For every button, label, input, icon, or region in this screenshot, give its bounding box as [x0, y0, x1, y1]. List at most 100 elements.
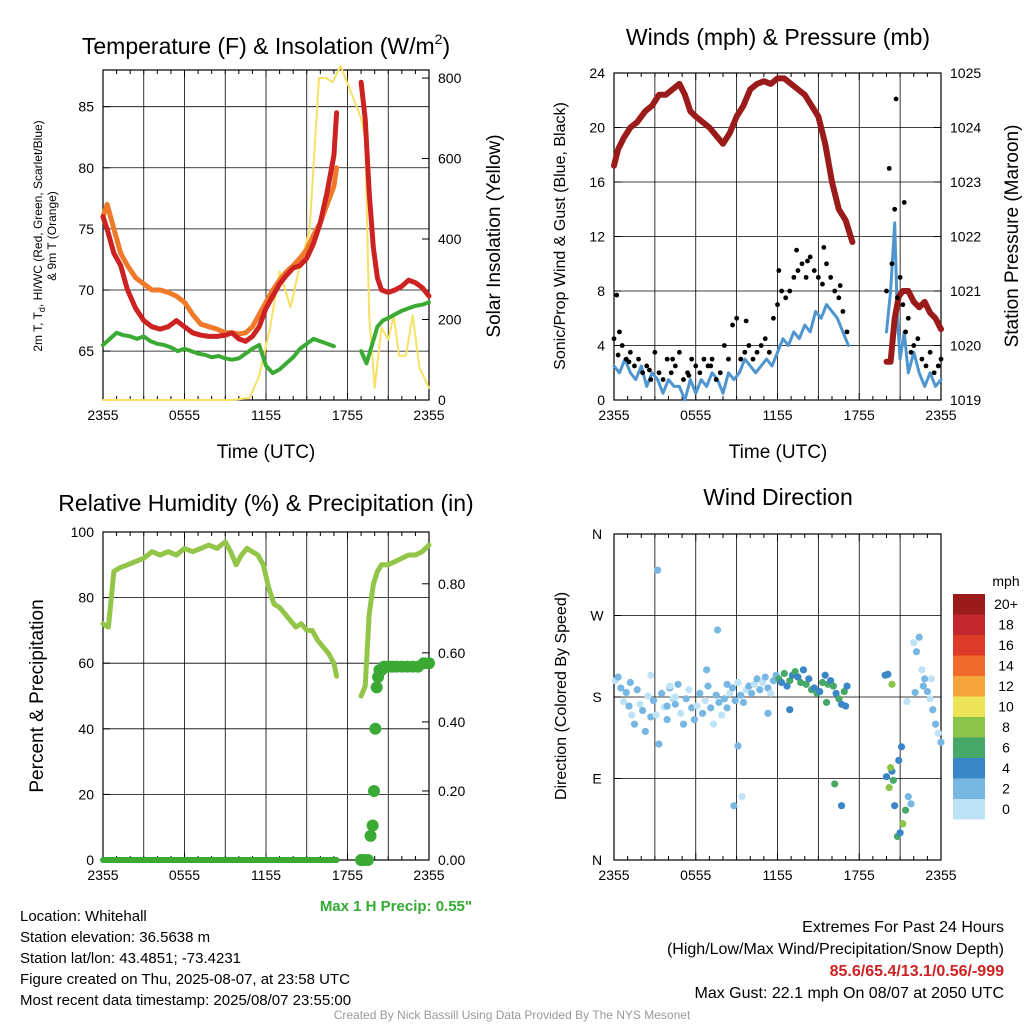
wind-direction-point [703, 666, 711, 674]
gust-point [886, 165, 892, 171]
gust-point [927, 349, 933, 355]
gust-point [844, 329, 850, 335]
wind-direction-point [843, 682, 851, 690]
pressure-ylabel: Station Pressure (Maroon) [1002, 125, 1023, 348]
gust-point [791, 274, 797, 280]
gust-point [717, 370, 723, 376]
gust-point [820, 281, 825, 287]
y-tick-label: 12 [589, 229, 605, 245]
max-precip-label: Max 1 H Precip: 0.55" [320, 898, 472, 915]
gust-point [677, 349, 682, 355]
wind-direction-point [884, 670, 892, 678]
gust-point [840, 309, 846, 314]
gust-point [832, 288, 838, 294]
station-info: Location: Whitehall Station elevation: 3… [20, 906, 351, 1011]
wind-series-line [885, 221, 943, 388]
wind-direction-point [899, 820, 907, 828]
wind-direction-point [832, 689, 840, 697]
wind-direction-point [723, 680, 731, 688]
wind-direction-point [897, 743, 906, 751]
recent-text: Most recent data timestamp: 2025/08/07 2… [20, 992, 352, 1009]
gust-point [897, 274, 903, 280]
gust-point [615, 352, 621, 358]
wind-direction-point [769, 677, 778, 685]
dewpoint-series-line [101, 330, 336, 376]
gust-point [815, 274, 821, 280]
temp-series-line [358, 79, 432, 299]
wind-direction-point [734, 742, 742, 750]
wind-direction-point [921, 675, 929, 683]
gust-point [884, 288, 889, 294]
extremes-title: Extremes For Past 24 Hours [802, 919, 1004, 936]
x-tick-label: 0555 [680, 407, 711, 423]
gust-point [799, 261, 805, 267]
wind-direction-point [715, 698, 723, 707]
gust-point [734, 315, 740, 321]
wind-direction-point [915, 633, 923, 641]
wind-direction-ylabel: Direction (Colored By Speed) [553, 592, 570, 800]
humidity-title: Relative Humidity (%) & Precipitation (i… [58, 490, 473, 516]
x-tick-label: 1155 [251, 407, 281, 423]
x-tick-label: 1155 [251, 867, 281, 883]
wind-direction-point [625, 702, 633, 710]
y-tick-label: 20 [589, 120, 605, 136]
max-gust-text: Max Gust: 22.1 mph On 08/07 at 2050 UTC [694, 985, 1005, 1002]
gust-point [828, 274, 834, 280]
wind-direction-point [837, 802, 846, 810]
wind-direction-point [619, 697, 628, 706]
gust-point [889, 261, 895, 267]
dewpoint-series-line [359, 300, 431, 366]
wind-direction-point [926, 695, 934, 703]
wind-direction-point [641, 727, 649, 736]
wind-direction-point [934, 729, 942, 737]
gust-point [636, 356, 641, 362]
legend-label: 18 [998, 617, 1014, 633]
x-tick-label: 1755 [332, 867, 363, 883]
wind-direction-point [802, 680, 810, 688]
gust-point [892, 206, 898, 212]
x-tick-label: 2355 [925, 867, 956, 883]
wind-direction-point [709, 720, 718, 728]
gust-point [771, 315, 776, 321]
x-tick-label: 1755 [332, 407, 363, 423]
gust-point [644, 363, 650, 369]
legend-swatch [953, 614, 985, 635]
legend-swatch [953, 655, 985, 676]
gust-point [766, 349, 772, 355]
wind-direction-point [682, 695, 690, 703]
wind-series-line [612, 303, 850, 402]
legend-swatch [953, 717, 985, 738]
wind-direction-point [895, 756, 903, 764]
gust-point [640, 370, 646, 376]
wind-direction-point [693, 702, 701, 710]
wind-direction-point [758, 678, 767, 687]
y-tick-label: 100 [71, 524, 95, 540]
gust-point [672, 363, 678, 369]
wind-direction-point [756, 686, 764, 694]
x-tick-label: 1755 [844, 867, 875, 883]
wind-direction-point [671, 700, 679, 708]
y-tick-label: 0.40 [438, 714, 465, 730]
gust-point [908, 349, 914, 355]
wind-direction-point [783, 682, 791, 690]
wind-direction-point [723, 704, 731, 712]
direction-tick-label: N [592, 526, 602, 542]
wind-direction-point [737, 691, 745, 699]
x-tick-label: 1755 [844, 407, 875, 423]
latlon-text: Station lat/lon: 43.4851; -73.4231 [20, 950, 242, 967]
gust-point [900, 302, 906, 308]
wind-direction-point [886, 764, 895, 772]
wind-direction-point [931, 720, 940, 728]
x-tick-label: 2355 [413, 407, 444, 423]
wind-direction-point [818, 678, 827, 687]
gust-point [776, 268, 782, 273]
y-tick-label: 600 [438, 151, 462, 167]
y-tick-label: 70 [78, 282, 94, 298]
gust-point [746, 343, 752, 348]
wind-direction-point [805, 675, 813, 683]
y-tick-label: 0 [86, 852, 94, 868]
y-tick-label: 1024 [950, 120, 981, 136]
temperature-panel: Temperature (F) & Insolation (W/m2) 2355… [31, 31, 505, 463]
wind-direction-point [739, 698, 748, 707]
created-text: Figure created on Thu, 2025-08-07, at 23… [20, 971, 350, 988]
